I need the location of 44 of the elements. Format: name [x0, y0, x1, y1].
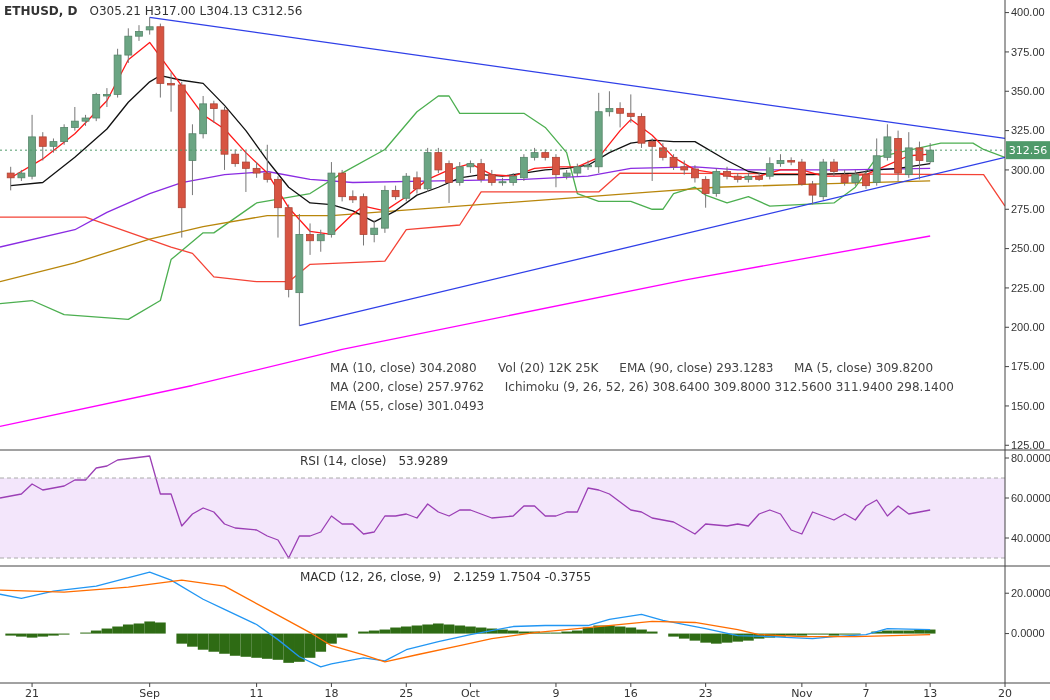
annotation: EMA (55, close) 301.0493 [330, 399, 485, 413]
annotation: O305.21 H317.00 L304.13 C312.56 [89, 4, 303, 18]
x-tick-label: Nov [791, 687, 814, 700]
x-tick-label: Oct [460, 687, 481, 700]
x-tick-label: 25 [399, 687, 414, 700]
chart-title: RSI (14, close) [300, 454, 387, 468]
annotation: Ichimoku (9, 26, 52, 26) 308.6400 309.8000 312.5600 311.9400 298.1400 [504, 380, 954, 394]
y-tick-label: 275.00 [1011, 203, 1045, 216]
annotation: MA (10, close) 304.2080 [330, 361, 477, 375]
y-tick-label: 0.0000 [1011, 627, 1045, 640]
y-tick-label: 400.00 [1011, 6, 1045, 19]
x-tick-label: 11 [249, 687, 264, 700]
y-tick-label: 250.00 [1011, 242, 1045, 255]
chart-title: MACD (12, 26, close, 9) [300, 570, 442, 584]
x-tick-label: 20 [998, 687, 1012, 700]
x-tick-label: 18 [324, 687, 339, 700]
y-tick-label: 80.0000 [1011, 451, 1050, 464]
annotation: 2.1259 1.7504 -0.3755 [453, 570, 592, 584]
annotation: MA (200, close) 257.9762 [330, 380, 485, 394]
y-tick-label: 200.00 [1011, 321, 1045, 334]
y-tick-label: 350.00 [1011, 85, 1045, 98]
annotation: 53.9289 [398, 454, 449, 468]
y-tick-label: 20.0000 [1011, 587, 1050, 600]
x-tick-label: Sep [139, 687, 161, 700]
y-tick-label: 300.00 [1011, 163, 1045, 176]
y-tick-label: 225.00 [1011, 281, 1045, 294]
x-tick-label: 16 [623, 687, 638, 700]
chart-title: ETHUSD, D [4, 4, 78, 18]
x-tick-label: 9 [552, 687, 560, 700]
y-tick-label: 40.0000 [1011, 531, 1050, 544]
y-tick-label: 325.00 [1011, 124, 1045, 137]
annotation: Vol (20) 12K 25K [498, 361, 600, 375]
y-tick-label: 375.00 [1011, 45, 1045, 58]
ref-line-label: 312.56 [1008, 144, 1048, 158]
y-tick-label: 175.00 [1011, 360, 1045, 373]
x-tick-label: 7 [862, 687, 870, 700]
x-tick-label: 13 [923, 687, 938, 700]
y-tick-label: 60.0000 [1011, 491, 1050, 504]
y-tick-label: 125.00 [1011, 439, 1045, 452]
annotation: MA (5, close) 309.8200 [794, 361, 934, 375]
y-tick-label: 150.00 [1011, 399, 1045, 412]
x-tick-label: 23 [698, 687, 713, 700]
annotation: EMA (90, close) 293.1283 [619, 361, 774, 375]
x-tick-label: 21 [25, 687, 40, 700]
